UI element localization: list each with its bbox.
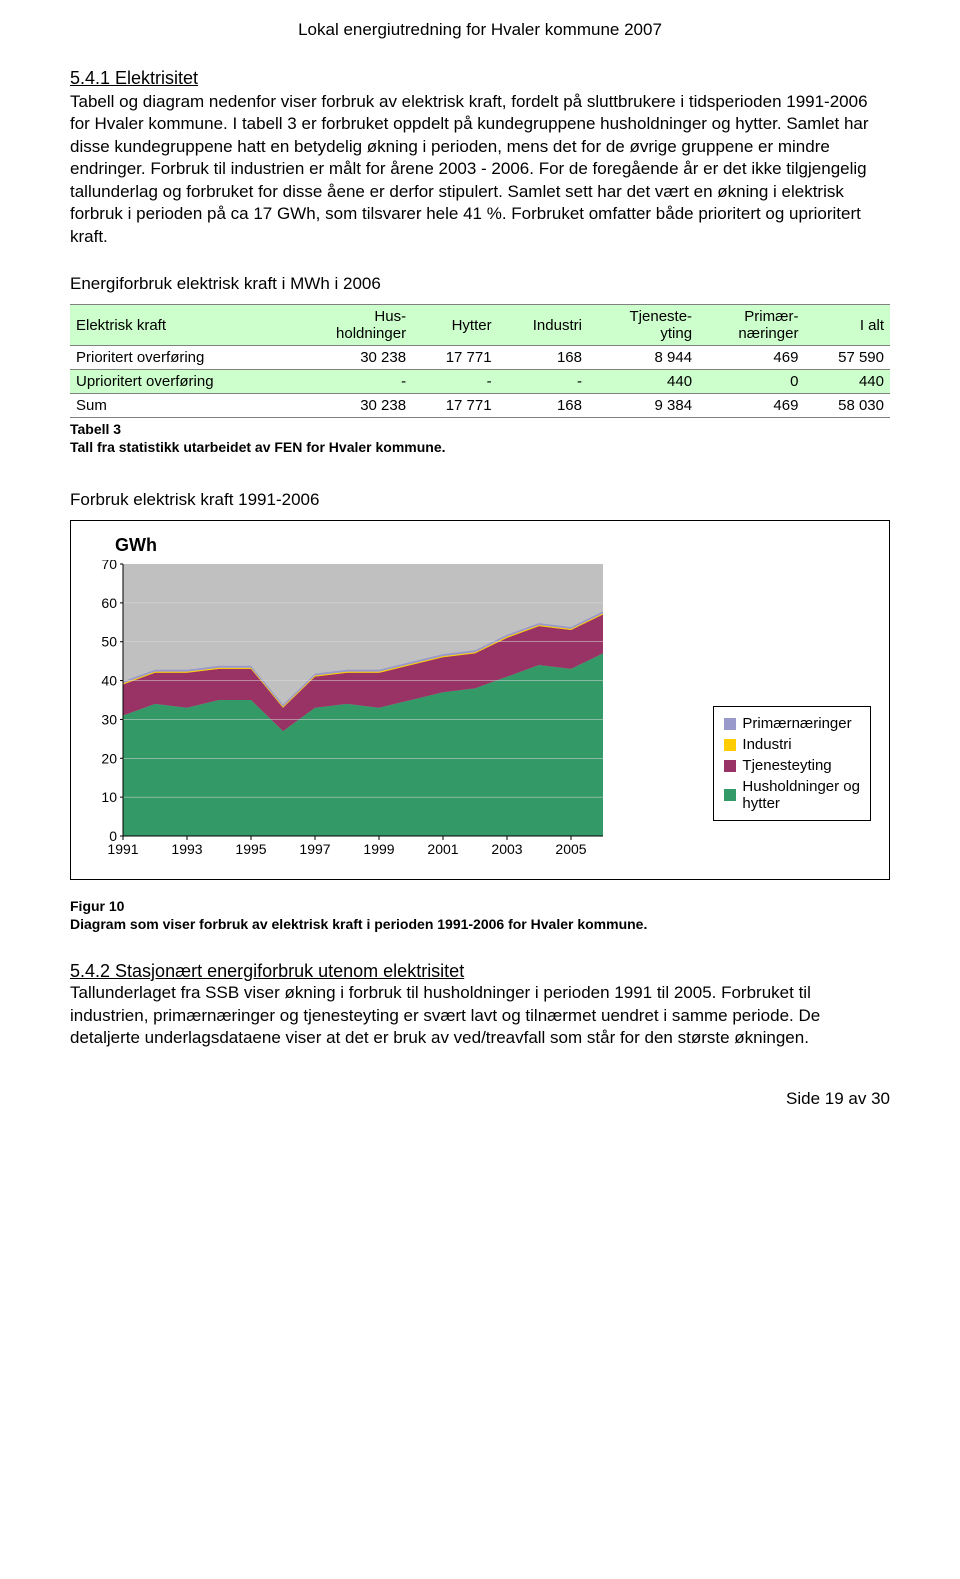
table-cell: - xyxy=(291,370,412,394)
table-cell: 440 xyxy=(804,370,890,394)
svg-text:1997: 1997 xyxy=(299,841,330,857)
svg-text:20: 20 xyxy=(101,750,117,766)
table-cell: 168 xyxy=(498,394,588,418)
svg-text:1995: 1995 xyxy=(235,841,266,857)
legend-swatch xyxy=(724,718,736,730)
table-header-cell: Hus-holdninger xyxy=(291,305,412,346)
legend-label: Primærnæringer xyxy=(742,715,851,732)
svg-text:1993: 1993 xyxy=(171,841,202,857)
svg-text:2001: 2001 xyxy=(427,841,458,857)
figure-caption-text: Diagram som viser forbruk av elektrisk k… xyxy=(70,916,647,932)
legend-item: Industri xyxy=(724,734,860,755)
section-body-stasjonaert: Tallunderlaget fra SSB viser økning i fo… xyxy=(70,982,890,1049)
table-cell: 8 944 xyxy=(588,346,698,370)
chart-y-label: GWh xyxy=(115,535,871,556)
legend-label: Tjenesteyting xyxy=(742,757,831,774)
section-heading-elektrisitet: 5.4.1 Elektrisitet xyxy=(70,68,890,89)
legend-swatch xyxy=(724,789,736,801)
legend-item: Tjenesteyting xyxy=(724,755,860,776)
svg-text:10: 10 xyxy=(101,789,117,805)
table-header-cell: Elektrisk kraft xyxy=(70,305,291,346)
table-caption-text: Tall fra statistikk utarbeidet av FEN fo… xyxy=(70,439,446,455)
table-cell: 469 xyxy=(698,346,804,370)
table-header-cell: I alt xyxy=(804,305,890,346)
table-header-cell: Hytter xyxy=(412,305,498,346)
svg-text:60: 60 xyxy=(101,595,117,611)
legend-swatch xyxy=(724,739,736,751)
svg-text:50: 50 xyxy=(101,634,117,650)
table-cell: 440 xyxy=(588,370,698,394)
legend-swatch xyxy=(724,760,736,772)
table-cell: 0 xyxy=(698,370,804,394)
legend-item: Husholdninger oghytter xyxy=(724,776,860,814)
chart-legend: Primærnæringer Industri Tjenesteyting Husho… xyxy=(713,706,871,821)
table-cell: 9 384 xyxy=(588,394,698,418)
svg-text:70: 70 xyxy=(101,560,117,572)
table-cell: 30 238 xyxy=(291,394,412,418)
chart-plot: 0102030405060701991199319951997199920012… xyxy=(89,560,695,865)
svg-text:1999: 1999 xyxy=(363,841,394,857)
table-header-cell: Industri xyxy=(498,305,588,346)
section-heading-stasjonaert: 5.4.2 Stasjonært energiforbruk utenom el… xyxy=(70,961,890,982)
table-row: Prioritert overføring30 23817 7711688 94… xyxy=(70,346,890,370)
table-cell: 17 771 xyxy=(412,346,498,370)
table-cell: - xyxy=(412,370,498,394)
page-header: Lokal energiutredning for Hvaler kommune… xyxy=(70,20,890,40)
table-cell: 57 590 xyxy=(804,346,890,370)
table-cell: Uprioritert overføring xyxy=(70,370,291,394)
svg-text:1991: 1991 xyxy=(107,841,138,857)
svg-text:30: 30 xyxy=(101,711,117,727)
table-header-cell: Tjeneste-yting xyxy=(588,305,698,346)
svg-text:2005: 2005 xyxy=(555,841,586,857)
table-cell: Prioritert overføring xyxy=(70,346,291,370)
legend-label: Husholdninger oghytter xyxy=(742,778,860,812)
section-body-elektrisitet: Tabell og diagram nedenfor viser forbruk… xyxy=(70,91,890,248)
figure-caption: Figur 10 Diagram som viser forbruk av el… xyxy=(70,898,890,933)
table-cell: 30 238 xyxy=(291,346,412,370)
chart-container: GWh 010203040506070199119931995199719992… xyxy=(70,520,890,880)
energy-table: Elektrisk kraftHus-holdningerHytterIndus… xyxy=(70,304,890,418)
svg-text:40: 40 xyxy=(101,673,117,689)
table-row: Sum30 23817 7711689 38446958 030 xyxy=(70,394,890,418)
chart-title: Forbruk elektrisk kraft 1991-2006 xyxy=(70,490,890,510)
table-cell: Sum xyxy=(70,394,291,418)
table-caption: Tabell 3 Tall fra statistikk utarbeidet … xyxy=(70,421,890,456)
legend-item: Primærnæringer xyxy=(724,713,860,734)
table-cell: 17 771 xyxy=(412,394,498,418)
table-cell: 469 xyxy=(698,394,804,418)
figure-caption-label: Figur 10 xyxy=(70,898,124,914)
table-cell: - xyxy=(498,370,588,394)
legend-label: Industri xyxy=(742,736,791,753)
table-title: Energiforbruk elektrisk kraft i MWh i 20… xyxy=(70,274,890,294)
svg-text:2003: 2003 xyxy=(491,841,522,857)
table-row: Uprioritert overføring---4400440 xyxy=(70,370,890,394)
table-header-cell: Primær-næringer xyxy=(698,305,804,346)
table-cell: 58 030 xyxy=(804,394,890,418)
table-caption-label: Tabell 3 xyxy=(70,421,121,437)
page-footer: Side 19 av 30 xyxy=(70,1089,890,1109)
table-cell: 168 xyxy=(498,346,588,370)
